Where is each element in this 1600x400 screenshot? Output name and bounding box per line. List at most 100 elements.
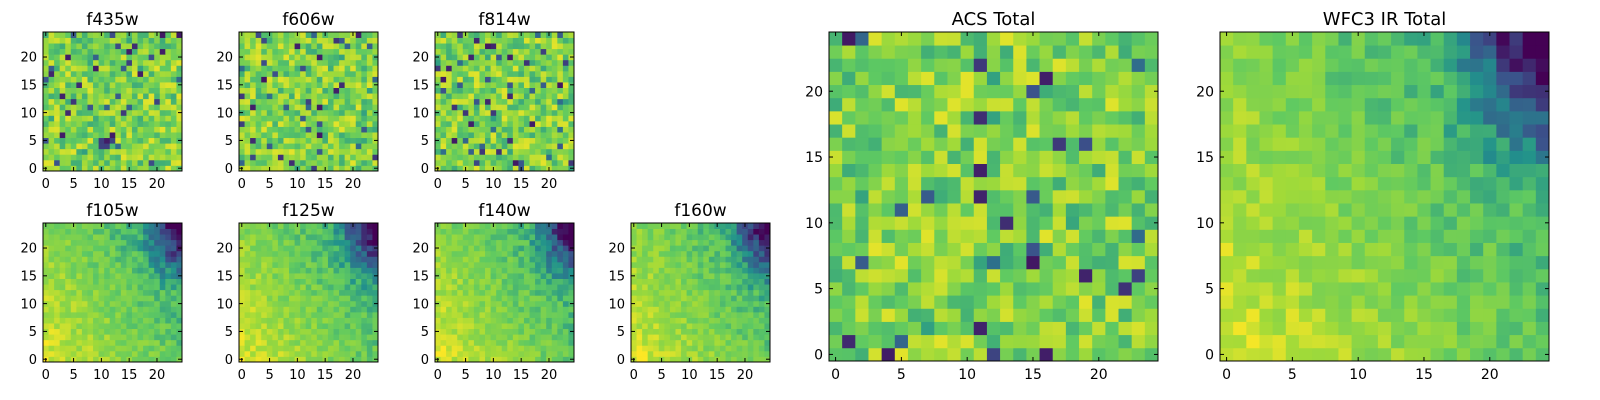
heatmap-cell (731, 295, 738, 302)
heatmap-cell (557, 239, 564, 246)
heatmap-cell (435, 98, 441, 105)
heatmap-cell (462, 339, 469, 346)
heatmap-cell (546, 256, 553, 263)
heatmap-cell (327, 137, 334, 144)
heatmap-cell (120, 109, 127, 116)
heatmap-cell (322, 54, 329, 61)
heatmap-cell (485, 132, 491, 139)
heatmap-cell (562, 239, 569, 246)
heatmap-cell (529, 132, 536, 139)
heatmap-cell (473, 154, 480, 161)
heatmap-cell (568, 148, 575, 155)
heatmap-cell (159, 70, 166, 77)
y-tick-label: 20 (412, 242, 429, 257)
heatmap-cell (65, 350, 72, 357)
heatmap-cell (154, 154, 161, 161)
heatmap-cell (473, 115, 480, 122)
heatmap-cell (176, 132, 183, 139)
heatmap-cell (686, 256, 693, 263)
heatmap-cell (1079, 176, 1093, 191)
heatmap-cell (675, 284, 682, 291)
heatmap-cell (764, 278, 771, 285)
heatmap-cell (557, 223, 564, 229)
heatmap-cell (758, 350, 765, 357)
heatmap-cell (1065, 308, 1080, 322)
heatmap-cell (154, 228, 161, 235)
heatmap-cell (76, 239, 83, 246)
heatmap-cell (529, 76, 536, 83)
heatmap-cell (333, 317, 340, 324)
heatmap-cell (143, 54, 150, 61)
heatmap-cell (868, 255, 883, 270)
heatmap-cell (131, 228, 138, 235)
heatmap-cell (551, 234, 558, 241)
heatmap-cell (76, 289, 83, 296)
heatmap-cell (65, 87, 72, 94)
heatmap-cell (115, 93, 122, 100)
heatmap-cell (76, 59, 83, 66)
heatmap-cell (250, 345, 257, 352)
heatmap-cell (355, 317, 362, 324)
heatmap-cell (551, 115, 558, 122)
heatmap-cell (512, 289, 519, 296)
heatmap-cell (881, 308, 896, 322)
heatmap-cell (250, 76, 257, 83)
heatmap-cell (372, 143, 379, 150)
heatmap-cell (653, 256, 660, 263)
heatmap-cell (366, 120, 373, 127)
heatmap-cell (48, 328, 55, 335)
heatmap-cell (327, 76, 334, 83)
heatmap-cell (115, 104, 122, 111)
heatmap-cell (300, 43, 307, 50)
heatmap-cell (507, 278, 514, 285)
heatmap-cell (468, 120, 475, 127)
heatmap-cell (986, 242, 1001, 257)
heatmap-cell (523, 323, 530, 330)
heatmap-cell (551, 43, 558, 50)
heatmap-cell (272, 37, 279, 44)
heatmap-cell (535, 239, 542, 246)
heatmap-cell (485, 311, 491, 318)
heatmap-cell (681, 289, 687, 296)
x-tick-label: 15 (317, 368, 334, 383)
heatmap-cell (115, 98, 122, 105)
heatmap-cell (70, 159, 77, 166)
heatmap-cell (43, 37, 49, 44)
heatmap-cell (165, 137, 172, 144)
heatmap-cell (523, 59, 530, 66)
heatmap-cell (126, 228, 133, 235)
heatmap-cell (294, 48, 301, 55)
heatmap-cell (115, 76, 122, 83)
heatmap-cell (316, 109, 323, 116)
heatmap-cell (165, 126, 172, 133)
heatmap-cell (568, 261, 575, 268)
heatmap-cell (159, 48, 166, 55)
heatmap-cell (747, 261, 754, 268)
x-tick-label: 10 (93, 177, 110, 192)
heatmap-cell (126, 334, 133, 341)
heatmap-cell (435, 148, 441, 155)
heatmap-cell (451, 300, 458, 307)
heatmap-cell (311, 48, 318, 55)
heatmap-cell (669, 356, 676, 363)
heatmap-cell (120, 278, 127, 285)
heatmap-cell (70, 65, 77, 72)
heatmap-cell (300, 334, 307, 341)
heatmap-cell (551, 334, 558, 341)
heatmap-cell (165, 278, 172, 285)
heatmap-cell (159, 115, 166, 122)
heatmap-cell (289, 267, 295, 274)
heatmap-cell (93, 334, 99, 341)
heatmap-cell (316, 306, 323, 313)
heatmap-cell (540, 256, 547, 263)
heatmap-cell (104, 98, 111, 105)
heatmap-cell (311, 267, 318, 274)
heatmap-cell (473, 273, 480, 279)
heatmap-cell (451, 93, 458, 100)
heatmap-cell (485, 104, 491, 111)
heatmap-cell (546, 76, 553, 83)
heatmap-cell (266, 289, 273, 296)
heatmap-cell (261, 65, 268, 72)
heatmap-cell (131, 65, 138, 72)
heatmap-cell (753, 228, 760, 235)
